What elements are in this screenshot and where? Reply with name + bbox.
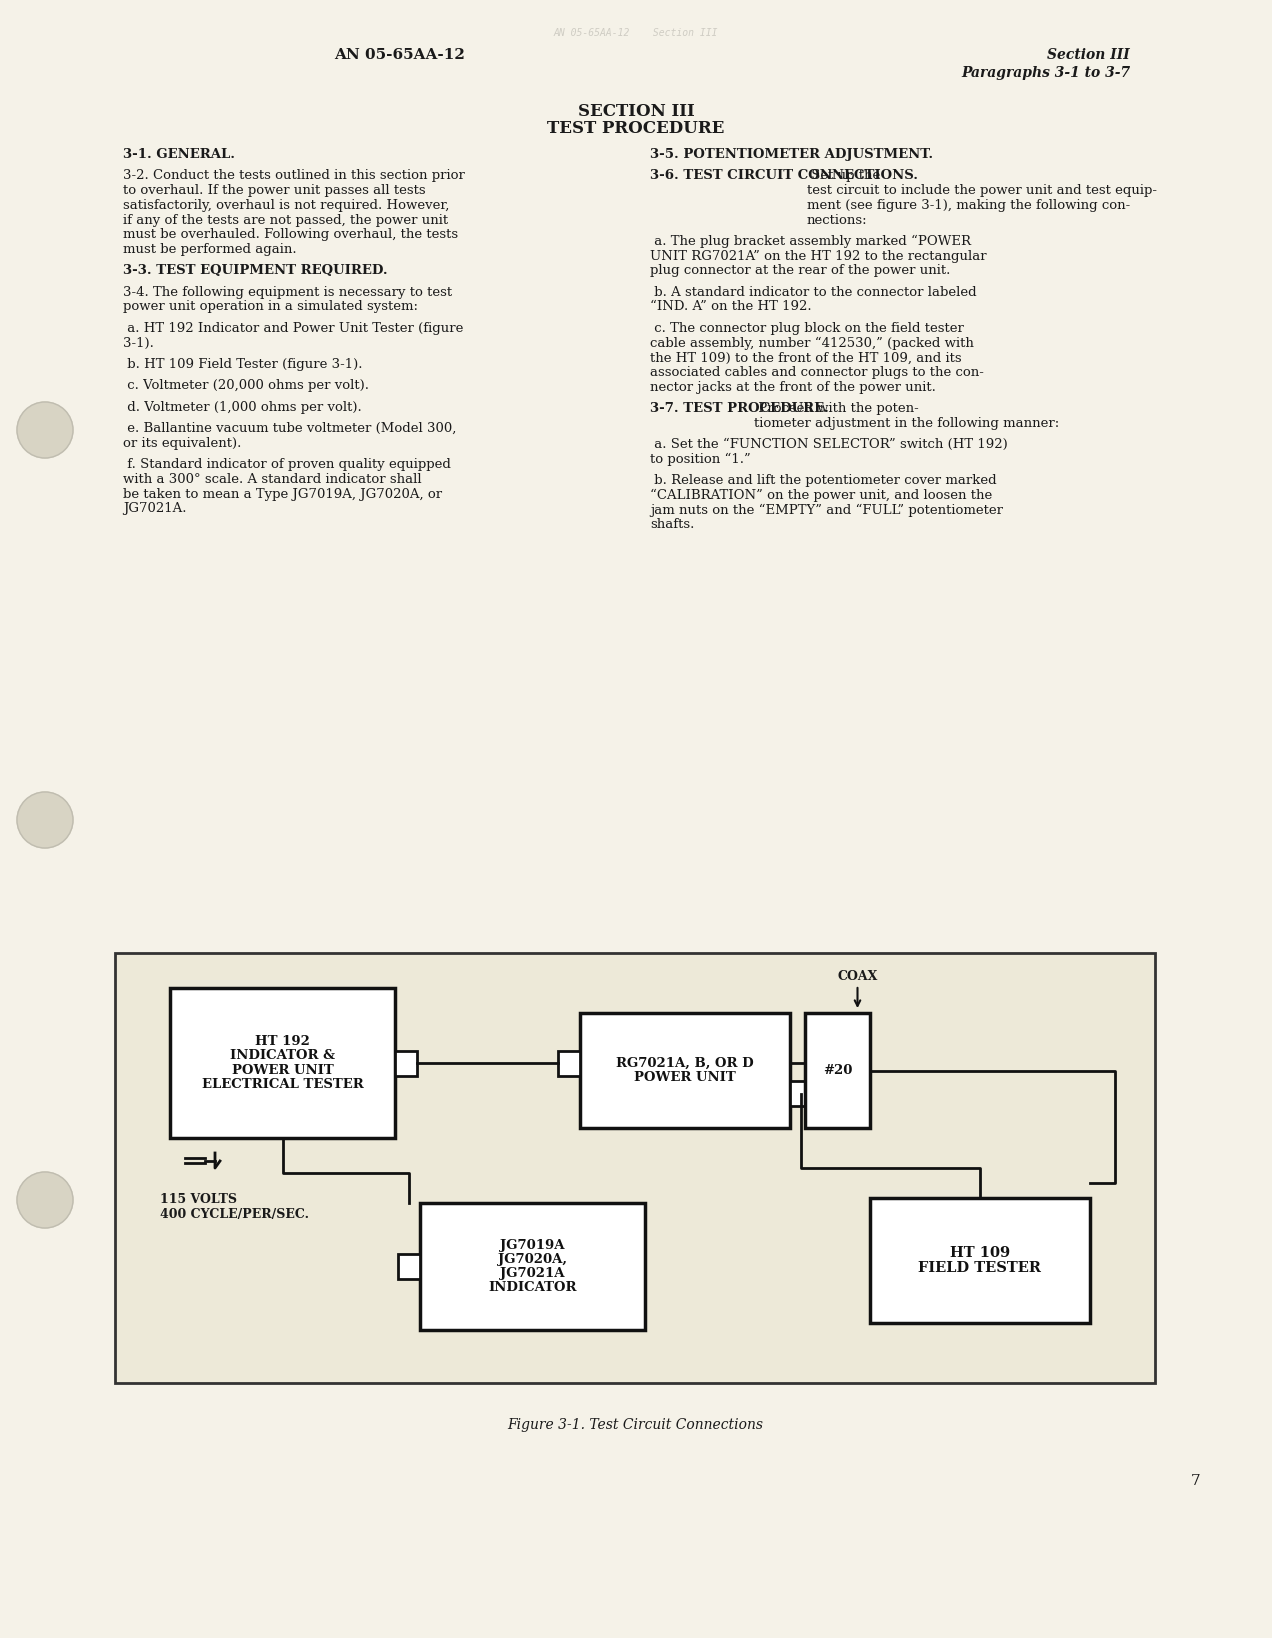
Text: power unit operation in a simulated system:: power unit operation in a simulated syst… bbox=[123, 300, 418, 313]
Text: cable assembly, number “412530,” (packed with: cable assembly, number “412530,” (packed… bbox=[650, 336, 974, 351]
Bar bbox=[114, 953, 1155, 1382]
Text: #20: #20 bbox=[823, 1065, 852, 1078]
Bar bbox=[396, 1050, 417, 1076]
Bar bbox=[805, 1012, 870, 1129]
Text: 3-5. POTENTIOMETER ADJUSTMENT.: 3-5. POTENTIOMETER ADJUSTMENT. bbox=[650, 147, 934, 161]
Text: HT 109: HT 109 bbox=[950, 1245, 1010, 1260]
Text: 3-4. The following equipment is necessary to test: 3-4. The following equipment is necessar… bbox=[123, 285, 452, 298]
Text: if any of the tests are not passed, the power unit: if any of the tests are not passed, the … bbox=[123, 213, 448, 226]
Text: 115 VOLTS
400 CYCLE/PER/SEC.: 115 VOLTS 400 CYCLE/PER/SEC. bbox=[160, 1192, 309, 1220]
Text: “IND. A” on the HT 192.: “IND. A” on the HT 192. bbox=[650, 300, 812, 313]
Text: be taken to mean a Type JG7019A, JG7020A, or: be taken to mean a Type JG7019A, JG7020A… bbox=[123, 488, 443, 501]
Text: AN 05-65AA-12    Section III: AN 05-65AA-12 Section III bbox=[553, 28, 719, 38]
Text: INDICATOR: INDICATOR bbox=[488, 1281, 576, 1294]
Circle shape bbox=[17, 793, 73, 848]
Circle shape bbox=[17, 1173, 73, 1228]
Text: 3-3. TEST EQUIPMENT REQUIRED.: 3-3. TEST EQUIPMENT REQUIRED. bbox=[123, 264, 388, 277]
Text: 3-7. TEST PROCEDURE.: 3-7. TEST PROCEDURE. bbox=[650, 401, 829, 414]
Text: nector jacks at the front of the power unit.: nector jacks at the front of the power u… bbox=[650, 380, 936, 393]
Text: must be overhauled. Following overhaul, the tests: must be overhauled. Following overhaul, … bbox=[123, 228, 458, 241]
Text: Proceed with the poten-
tiometer adjustment in the following manner:: Proceed with the poten- tiometer adjustm… bbox=[754, 401, 1060, 431]
Text: or its equivalent).: or its equivalent). bbox=[123, 437, 242, 450]
Text: Paragraphs 3-1 to 3-7: Paragraphs 3-1 to 3-7 bbox=[960, 66, 1130, 80]
Bar bbox=[790, 1081, 812, 1106]
Text: 7: 7 bbox=[1191, 1474, 1199, 1487]
Text: JG7021A: JG7021A bbox=[500, 1268, 565, 1281]
Text: to position “1.”: to position “1.” bbox=[650, 454, 750, 467]
Text: with a 300° scale. A standard indicator shall: with a 300° scale. A standard indicator … bbox=[123, 473, 421, 486]
Text: AN 05-65AA-12: AN 05-65AA-12 bbox=[335, 48, 466, 62]
Text: 3-2. Conduct the tests outlined in this section prior: 3-2. Conduct the tests outlined in this … bbox=[123, 169, 464, 182]
Text: POWER UNIT: POWER UNIT bbox=[232, 1063, 333, 1076]
Text: TEST PROCEDURE: TEST PROCEDURE bbox=[547, 120, 725, 138]
Bar bbox=[420, 1202, 645, 1330]
Text: f. Standard indicator of proven quality equipped: f. Standard indicator of proven quality … bbox=[123, 459, 450, 472]
Text: c. The connector plug block on the field tester: c. The connector plug block on the field… bbox=[650, 321, 964, 334]
Text: ELECTRICAL TESTER: ELECTRICAL TESTER bbox=[202, 1078, 364, 1091]
Text: “CALIBRATION” on the power unit, and loosen the: “CALIBRATION” on the power unit, and loo… bbox=[650, 490, 992, 503]
Text: INDICATOR &: INDICATOR & bbox=[230, 1050, 335, 1063]
Text: Set up the
test circuit to include the power unit and test equip-
ment (see figu: Set up the test circuit to include the p… bbox=[806, 169, 1156, 228]
Bar bbox=[170, 988, 396, 1138]
Text: shafts.: shafts. bbox=[650, 519, 695, 531]
Text: JG7019A: JG7019A bbox=[500, 1238, 565, 1251]
Bar bbox=[398, 1255, 420, 1279]
Bar bbox=[558, 1050, 580, 1076]
Text: a. HT 192 Indicator and Power Unit Tester (figure: a. HT 192 Indicator and Power Unit Teste… bbox=[123, 321, 463, 334]
Text: satisfactorily, overhaul is not required. However,: satisfactorily, overhaul is not required… bbox=[123, 198, 449, 211]
Text: SECTION III: SECTION III bbox=[577, 103, 695, 120]
Text: to overhaul. If the power unit passes all tests: to overhaul. If the power unit passes al… bbox=[123, 183, 426, 197]
Text: UNIT RG7021A” on the HT 192 to the rectangular: UNIT RG7021A” on the HT 192 to the recta… bbox=[650, 249, 987, 262]
Text: Figure 3-1. Test Circuit Connections: Figure 3-1. Test Circuit Connections bbox=[508, 1419, 763, 1432]
Text: POWER UNIT: POWER UNIT bbox=[635, 1071, 736, 1084]
Text: a. Set the “FUNCTION SELECTOR” switch (HT 192): a. Set the “FUNCTION SELECTOR” switch (H… bbox=[650, 439, 1007, 450]
Circle shape bbox=[17, 401, 73, 459]
Text: associated cables and connector plugs to the con-: associated cables and connector plugs to… bbox=[650, 365, 983, 378]
Text: JG7021A.: JG7021A. bbox=[123, 503, 187, 516]
Text: d. Voltmeter (1,000 ohms per volt).: d. Voltmeter (1,000 ohms per volt). bbox=[123, 401, 361, 414]
Bar bbox=[870, 1197, 1090, 1324]
Text: must be performed again.: must be performed again. bbox=[123, 242, 296, 256]
Text: b. Release and lift the potentiometer cover marked: b. Release and lift the potentiometer co… bbox=[650, 475, 997, 488]
Text: COAX: COAX bbox=[837, 970, 878, 983]
Text: 3-1).: 3-1). bbox=[123, 336, 154, 349]
Text: c. Voltmeter (20,000 ohms per volt).: c. Voltmeter (20,000 ohms per volt). bbox=[123, 380, 369, 393]
Text: b. A standard indicator to the connector labeled: b. A standard indicator to the connector… bbox=[650, 285, 977, 298]
Text: HT 192: HT 192 bbox=[256, 1035, 310, 1048]
Text: FIELD TESTER: FIELD TESTER bbox=[918, 1261, 1042, 1276]
Text: jam nuts on the “EMPTY” and “FULL” potentiometer: jam nuts on the “EMPTY” and “FULL” poten… bbox=[650, 505, 1004, 518]
Text: a. The plug bracket assembly marked “POWER: a. The plug bracket assembly marked “POW… bbox=[650, 234, 971, 249]
Text: JG7020A,: JG7020A, bbox=[499, 1253, 567, 1266]
Text: 3-1. GENERAL.: 3-1. GENERAL. bbox=[123, 147, 235, 161]
Text: RG7021A, B, OR D: RG7021A, B, OR D bbox=[616, 1057, 754, 1070]
Text: plug connector at the rear of the power unit.: plug connector at the rear of the power … bbox=[650, 264, 950, 277]
Text: 3-6. TEST CIRCUIT CONNECTIONS.: 3-6. TEST CIRCUIT CONNECTIONS. bbox=[650, 169, 918, 182]
Text: b. HT 109 Field Tester (figure 3-1).: b. HT 109 Field Tester (figure 3-1). bbox=[123, 359, 363, 370]
Text: Section III: Section III bbox=[1047, 48, 1130, 62]
Bar bbox=[580, 1012, 790, 1129]
Text: e. Ballantine vacuum tube voltmeter (Model 300,: e. Ballantine vacuum tube voltmeter (Mod… bbox=[123, 423, 457, 436]
Text: the HT 109) to the front of the HT 109, and its: the HT 109) to the front of the HT 109, … bbox=[650, 351, 962, 364]
